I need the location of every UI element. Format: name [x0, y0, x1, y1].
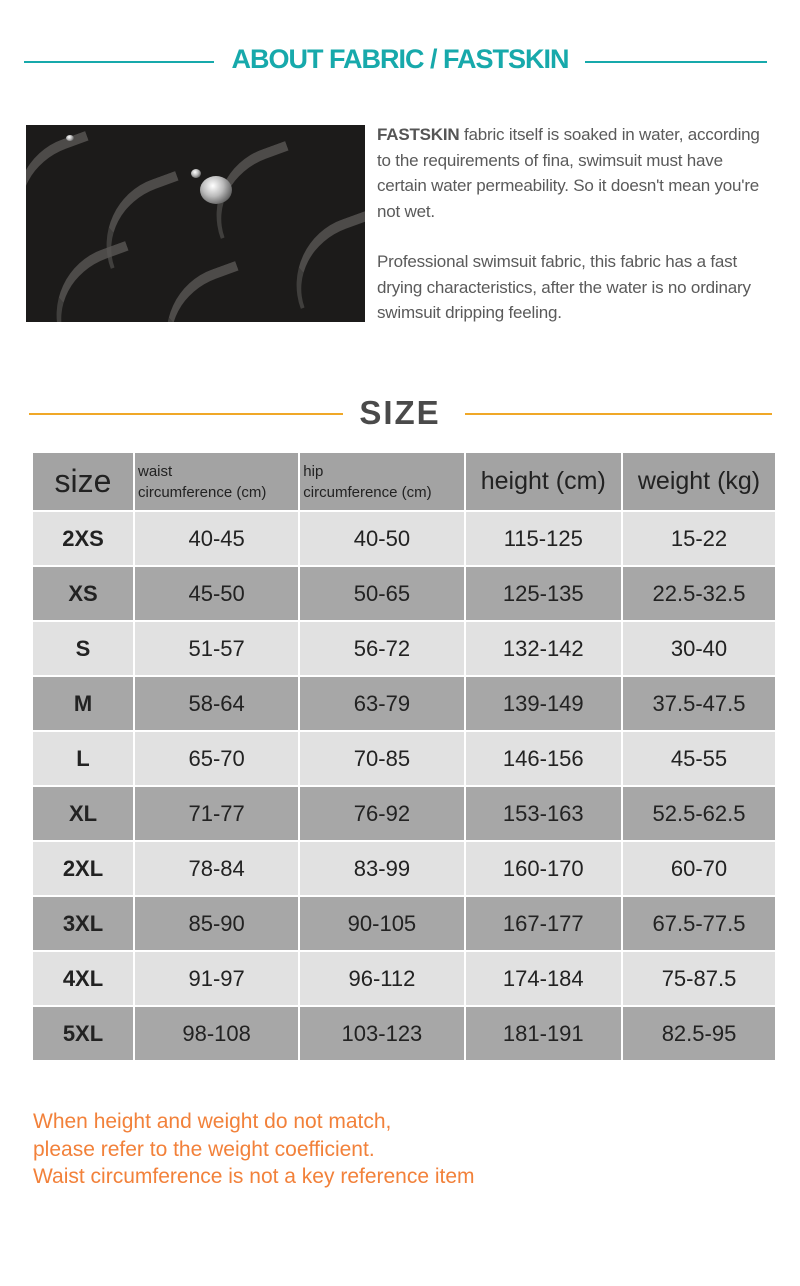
- size-chart-table: size waist circumference (cm) hip circumfe…: [31, 451, 777, 1062]
- cell-hip: 50-65: [300, 567, 464, 620]
- header-waist: waist circumference (cm): [135, 453, 299, 510]
- cell-height: 132-142: [465, 622, 621, 675]
- note-line-1: When height and weight do not match,: [33, 1110, 392, 1133]
- cell-weight: 30-40: [623, 622, 775, 675]
- size-rule-right: [465, 413, 772, 415]
- cell-size: 2XL: [33, 842, 133, 895]
- cell-height: 115-125: [465, 512, 621, 565]
- cell-size: 4XL: [33, 952, 133, 1005]
- table-row: XS 45-50 50-65 125-135 22.5-32.5: [33, 567, 775, 620]
- title-rule-left: [24, 61, 214, 63]
- title-rule-right: [585, 61, 767, 63]
- cell-height: 153-163: [465, 787, 621, 840]
- size-title: SIZE: [359, 394, 441, 431]
- cell-hip: 83-99: [300, 842, 464, 895]
- header-weight: weight (kg): [623, 453, 775, 510]
- cell-weight: 52.5-62.5: [623, 787, 775, 840]
- cell-waist: 58-64: [135, 677, 299, 730]
- cell-height: 160-170: [465, 842, 621, 895]
- cell-height: 139-149: [465, 677, 621, 730]
- cell-weight: 82.5-95: [623, 1007, 775, 1060]
- cell-hip: 56-72: [300, 622, 464, 675]
- table-row: 3XL 85-90 90-105 167-177 67.5-77.5: [33, 897, 775, 950]
- cell-hip: 96-112: [300, 952, 464, 1005]
- cell-size: XL: [33, 787, 133, 840]
- cell-waist: 51-57: [135, 622, 299, 675]
- cell-hip: 70-85: [300, 732, 464, 785]
- cell-hip: 76-92: [300, 787, 464, 840]
- cell-height: 174-184: [465, 952, 621, 1005]
- cell-waist: 45-50: [135, 567, 299, 620]
- cell-size: S: [33, 622, 133, 675]
- fastskin-bold: FASTSKIN: [377, 125, 460, 144]
- table-row: 2XL 78-84 83-99 160-170 60-70: [33, 842, 775, 895]
- fabric-paragraph-1: FASTSKIN fabric itself is soaked in wate…: [377, 122, 772, 224]
- table-row: L 65-70 70-85 146-156 45-55: [33, 732, 775, 785]
- header-hip: hip circumference (cm): [300, 453, 464, 510]
- fabric-title: ABOUT FABRIC / FASTSKIN: [231, 44, 569, 74]
- cell-height: 167-177: [465, 897, 621, 950]
- table-row: XL 71-77 76-92 153-163 52.5-62.5: [33, 787, 775, 840]
- cell-waist: 85-90: [135, 897, 299, 950]
- cell-weight: 45-55: [623, 732, 775, 785]
- table-row: 5XL 98-108 103-123 181-191 82.5-95: [33, 1007, 775, 1060]
- note-line-3: Waist circumference is not a key referen…: [33, 1165, 475, 1188]
- cell-hip: 103-123: [300, 1007, 464, 1060]
- table-header-row: size waist circumference (cm) hip circumfe…: [33, 453, 775, 510]
- table-row: 2XS 40-45 40-50 115-125 15-22: [33, 512, 775, 565]
- cell-hip: 90-105: [300, 897, 464, 950]
- cell-hip: 63-79: [300, 677, 464, 730]
- table-row: S 51-57 56-72 132-142 30-40: [33, 622, 775, 675]
- note-line-2: please refer to the weight coefficient.: [33, 1138, 375, 1161]
- cell-size: M: [33, 677, 133, 730]
- cell-waist: 65-70: [135, 732, 299, 785]
- cell-size: 2XS: [33, 512, 133, 565]
- table-row: 4XL 91-97 96-112 174-184 75-87.5: [33, 952, 775, 1005]
- cell-height: 125-135: [465, 567, 621, 620]
- cell-size: 5XL: [33, 1007, 133, 1060]
- cell-waist: 40-45: [135, 512, 299, 565]
- cell-waist: 71-77: [135, 787, 299, 840]
- cell-waist: 98-108: [135, 1007, 299, 1060]
- cell-height: 181-191: [465, 1007, 621, 1060]
- cell-weight: 15-22: [623, 512, 775, 565]
- cell-weight: 22.5-32.5: [623, 567, 775, 620]
- header-height: height (cm): [465, 453, 621, 510]
- cell-weight: 67.5-77.5: [623, 897, 775, 950]
- size-rule-left: [29, 413, 343, 415]
- fabric-photo: [26, 125, 365, 322]
- cell-height: 146-156: [465, 732, 621, 785]
- cell-weight: 75-87.5: [623, 952, 775, 1005]
- header-size: size: [33, 453, 133, 510]
- cell-waist: 78-84: [135, 842, 299, 895]
- cell-size: L: [33, 732, 133, 785]
- cell-size: XS: [33, 567, 133, 620]
- paragraph-1-text: fabric itself is soaked in water, accord…: [377, 125, 760, 221]
- cell-waist: 91-97: [135, 952, 299, 1005]
- table-row: M 58-64 63-79 139-149 37.5-47.5: [33, 677, 775, 730]
- fabric-paragraph-2: Professional swimsuit fabric, this fabri…: [377, 252, 751, 322]
- cell-weight: 60-70: [623, 842, 775, 895]
- cell-weight: 37.5-47.5: [623, 677, 775, 730]
- cell-hip: 40-50: [300, 512, 464, 565]
- cell-size: 3XL: [33, 897, 133, 950]
